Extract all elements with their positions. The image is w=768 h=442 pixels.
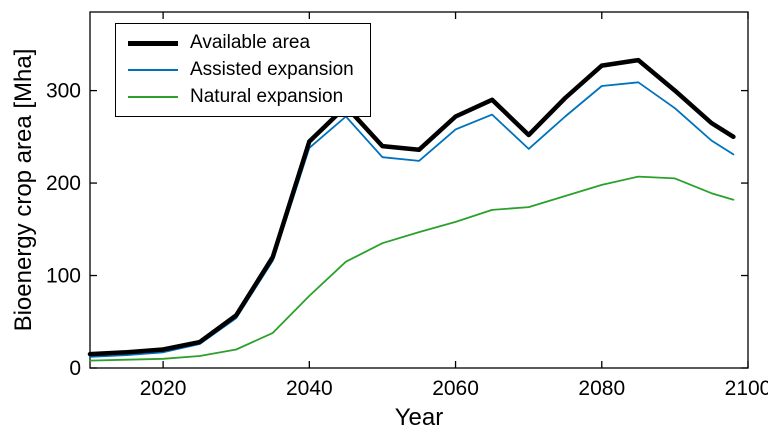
y-tick-label: 0 [69,357,81,380]
legend-label-available-area: Available area [190,32,311,53]
y-tick-label: 300 [46,80,81,103]
y-axis-label: Bioenergy crop area [Mha] [10,48,37,332]
x-tick-label: 2040 [286,377,333,400]
legend-item-assisted-expansion: Assisted expansion [128,59,354,81]
series-line-natural-expansion [89,175,735,362]
series-line-assisted-expansion [89,81,735,358]
legend-line-available-area [128,40,178,46]
x-tick-label: 2100 [725,377,768,400]
y-tick-label: 200 [46,172,81,195]
x-tick-label: 2060 [432,377,479,400]
legend-line-natural-expansion [128,96,178,98]
x-axis-label: Year [394,404,444,431]
legend-label-assisted-expansion: Assisted expansion [190,59,354,80]
x-tick-label: 2020 [140,377,187,400]
legend: Available area Assisted expansion Natura… [115,23,371,117]
y-tick-label: 100 [46,265,81,288]
legend-item-natural-expansion: Natural expansion [128,86,354,108]
axes-box [89,11,749,369]
x-tick-label: 2080 [578,377,625,400]
legend-label-natural-expansion: Natural expansion [190,86,344,107]
legend-line-assisted-expansion [128,69,178,71]
legend-item-available-area: Available area [128,32,354,54]
series-line-available-area [87,57,736,357]
